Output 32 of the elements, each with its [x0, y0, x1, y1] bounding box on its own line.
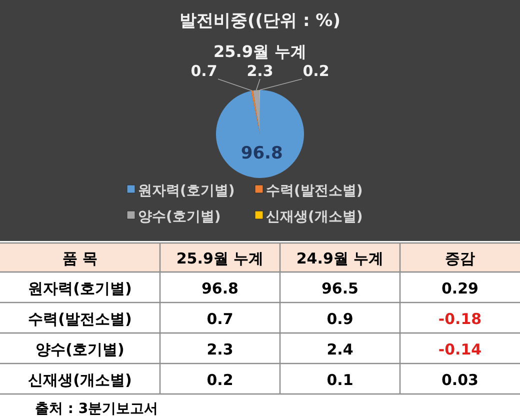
- data-label: 96.8: [201, 279, 239, 298]
- data-label: 0.2: [206, 370, 234, 389]
- data-label: 96.5: [321, 279, 359, 298]
- text: 증감: [445, 250, 475, 268]
- pie-slice: [216, 90, 304, 178]
- chart-title: 발전비중((단위 : %): [180, 11, 340, 31]
- legend-label: 원자력(호기별): [138, 183, 235, 199]
- data-label: 0.03: [441, 370, 479, 389]
- data-label: 96.8: [240, 143, 283, 164]
- data-label: 2.4: [326, 340, 354, 358]
- data-label: -0.14: [438, 340, 482, 358]
- source-note: 출처 : 3분기보고서: [35, 401, 158, 417]
- legend-label: 수력(발전소별): [266, 183, 363, 199]
- category-label: 수력(발전소별): [28, 310, 132, 328]
- chart-subtitle: 25.9월 누계: [213, 42, 307, 61]
- data-label: 2.3: [206, 340, 234, 358]
- category-label: 원자력(호기별): [28, 279, 132, 298]
- data-label: 0.7: [206, 310, 234, 328]
- data-label: 2.3: [246, 62, 274, 80]
- data-label: 0.9: [326, 310, 354, 328]
- data-label: 0.2: [302, 62, 330, 80]
- data-label: 0.7: [190, 62, 218, 80]
- text: 품 목: [62, 250, 98, 268]
- legend-label: 양수(호기별): [138, 209, 221, 225]
- legend-label: 신재생(개소별): [266, 209, 363, 225]
- data-label: 0.1: [326, 370, 354, 389]
- data-label: -0.18: [438, 310, 482, 328]
- data-label: 0.29: [441, 279, 479, 298]
- text: 24.9월 누계: [296, 250, 384, 268]
- category-label: 신재생(개소별): [28, 370, 132, 389]
- text: 25.9월 누계: [176, 250, 264, 268]
- category-label: 양수(호기별): [36, 340, 124, 358]
